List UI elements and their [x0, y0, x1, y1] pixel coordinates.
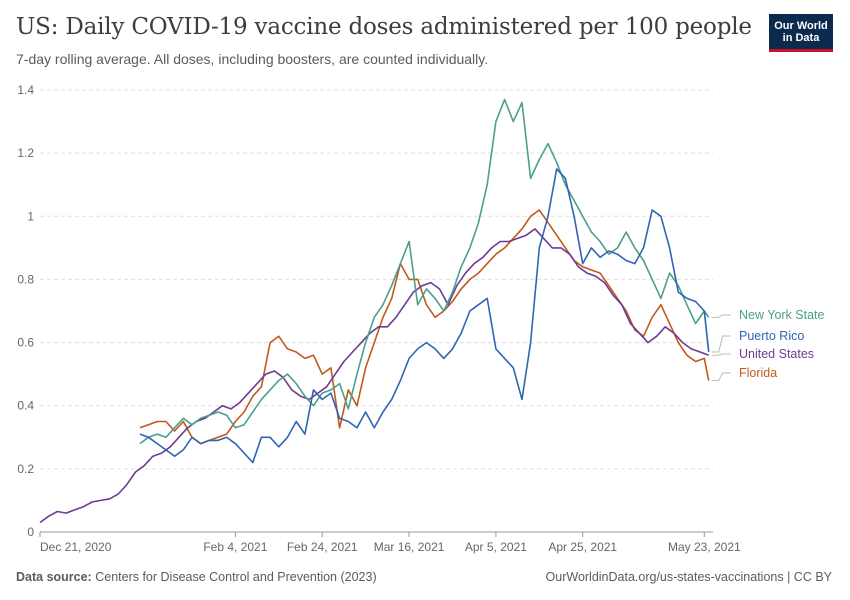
owid-logo[interactable]: Our World in Data	[769, 14, 833, 52]
source-text[interactable]: Centers for Disease Control and Preventi…	[95, 570, 377, 584]
y-tick-label: 1	[27, 209, 34, 223]
chart-subtitle: 7-day rolling average. All doses, includ…	[16, 51, 489, 67]
x-tick-label: May 23, 2021	[668, 540, 741, 554]
legend-label-new-york-state: New York State	[739, 308, 825, 322]
series-line-united-states	[39, 228, 709, 524]
y-tick-label: 0	[27, 525, 34, 539]
x-tick-label: Dec 21, 2020	[40, 540, 112, 554]
series-line-florida	[139, 209, 710, 445]
series-line-puerto-rico	[139, 168, 710, 464]
legend-connector	[711, 314, 731, 318]
y-tick-label: 0.6	[17, 336, 34, 350]
x-tick-label: Apr 25, 2021	[548, 540, 617, 554]
y-tick-label: 0.8	[17, 272, 34, 286]
logo-line-1: Our World	[774, 20, 828, 32]
y-tick-label: 1.4	[17, 83, 34, 97]
source-label: Data source:	[16, 570, 92, 584]
x-tick-label: Mar 16, 2021	[374, 540, 445, 554]
x-tick-label: Feb 24, 2021	[287, 540, 358, 554]
legend-label-florida: Florida	[739, 366, 777, 380]
legend-connector	[711, 372, 731, 381]
legend-label-united-states: United States	[739, 347, 814, 361]
y-tick-label: 0.4	[17, 399, 34, 413]
y-tick-label: 0.2	[17, 462, 34, 476]
logo-line-2: in Data	[782, 32, 820, 44]
x-tick-label: Feb 4, 2021	[203, 540, 267, 554]
legend-label-puerto-rico: Puerto Rico	[739, 329, 804, 343]
footer-url[interactable]: OurWorldinData.org/us-states-vaccination…	[545, 570, 832, 584]
chart-title: US: Daily COVID-19 vaccine doses adminis…	[16, 14, 752, 40]
legend-connector	[711, 353, 731, 356]
x-tick-label: Apr 5, 2021	[465, 540, 527, 554]
y-tick-label: 1.2	[17, 146, 34, 160]
legend-connector	[711, 335, 731, 353]
series-line-new-york-state	[139, 98, 710, 445]
footer-source: Data source: Centers for Disease Control…	[16, 570, 377, 584]
